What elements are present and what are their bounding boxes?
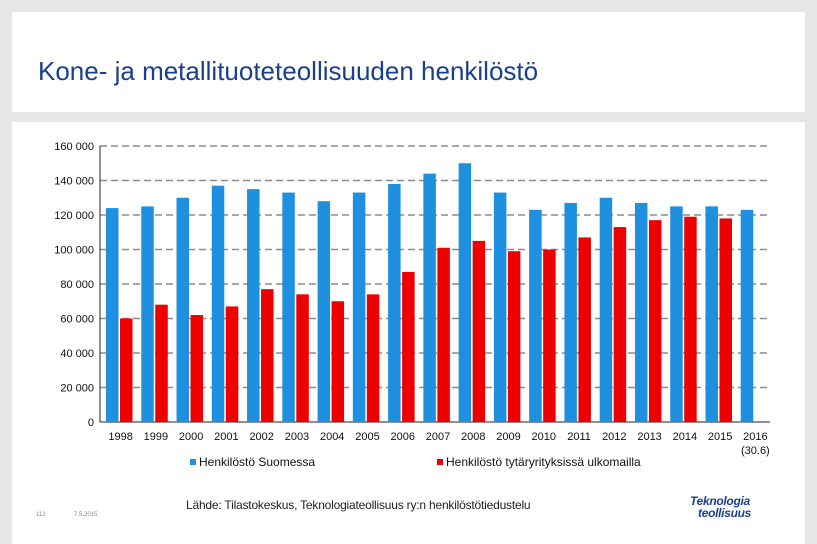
bar-suomessa: [670, 206, 683, 422]
bar-suomessa: [423, 173, 436, 422]
bar-ulkomailla: [190, 315, 204, 422]
page-number: 112: [36, 512, 46, 518]
bar-ulkomailla: [225, 306, 239, 422]
bar-ulkomailla: [507, 251, 521, 422]
bar-suomessa: [176, 197, 190, 422]
x-tick-label: 2003: [285, 431, 309, 443]
x-tick-label: 2010: [532, 431, 556, 443]
bar-suomessa: [493, 192, 507, 422]
x-tick-label: 1999: [144, 431, 168, 443]
bar-ulkomailla: [613, 227, 627, 422]
x-tick-sublabel: (30.6): [741, 445, 770, 457]
y-tick-label: 20 000: [60, 383, 94, 395]
bar-ulkomailla: [543, 249, 556, 422]
bar-suomessa: [211, 185, 225, 422]
y-tick-label: 60 000: [60, 314, 94, 326]
page-title: Kone- ja metallituoteteollisuuden henkil…: [38, 56, 539, 86]
bar-ulkomailla: [719, 218, 732, 422]
x-tick-label: 2013: [637, 431, 661, 443]
logo-line-1: Teknologia: [690, 494, 750, 508]
bar-ulkomailla: [402, 271, 415, 422]
bar-ulkomailla: [120, 318, 133, 422]
bar-ulkomailla: [331, 301, 345, 422]
bar-suomessa: [529, 209, 542, 422]
bar-suomessa: [634, 202, 648, 422]
bar-ulkomailla: [296, 294, 309, 422]
x-tick-label: 2009: [496, 431, 520, 443]
y-tick-label: 40 000: [60, 348, 94, 360]
company-logo: Teknologia teollisuus: [690, 495, 751, 519]
x-tick-label: 2011: [567, 431, 591, 443]
bar-suomessa: [141, 206, 154, 422]
legend-swatch-suomessa: [190, 459, 196, 465]
x-tick-label: 2006: [390, 431, 414, 443]
bar-suomessa: [388, 183, 401, 422]
bar-ulkomailla: [155, 304, 168, 422]
title-panel: Kone- ja metallituoteteollisuuden henkil…: [12, 12, 805, 112]
bar-suomessa: [458, 163, 472, 422]
x-tick-label: 2012: [602, 431, 626, 443]
y-tick-label: 0: [88, 417, 94, 429]
bar-ulkomailla: [578, 237, 591, 422]
source-note: Lähde: Tilastokeskus, Teknologiateollisu…: [186, 498, 531, 512]
legend-label-suomessa: Henkilöstö Suomessa: [199, 455, 315, 469]
bar-ulkomailla: [366, 294, 380, 422]
x-tick-label: 2002: [249, 431, 273, 443]
x-tick-label: 2005: [355, 431, 379, 443]
y-tick-label: 100 000: [54, 245, 94, 257]
x-tick-label: 2015: [708, 431, 732, 443]
x-tick-label: 2016: [743, 431, 767, 443]
bar-ulkomailla: [684, 216, 697, 422]
bar-ulkomailla: [648, 220, 662, 422]
legend-swatch-ulkomailla: [437, 459, 443, 465]
bar-ulkomailla: [437, 247, 450, 422]
bar-suomessa: [282, 192, 295, 422]
bar-suomessa: [317, 201, 331, 422]
bar-suomessa: [352, 192, 366, 422]
x-tick-label: 2001: [214, 431, 238, 443]
x-tick-label: 2004: [320, 431, 344, 443]
bar-ulkomailla: [261, 289, 274, 422]
x-tick-label: 2007: [426, 431, 450, 443]
y-tick-label: 160 000: [54, 141, 94, 153]
bar-suomessa: [599, 197, 613, 422]
bar-suomessa: [247, 189, 260, 422]
y-tick-label: 140 000: [54, 176, 94, 188]
y-tick-label: 80 000: [60, 279, 94, 291]
legend-label-ulkomailla: Henkilöstö tytäryrityksissä ulkomailla: [446, 455, 641, 469]
bar-suomessa: [740, 209, 754, 422]
bar-suomessa: [564, 202, 577, 422]
x-tick-label: 2000: [179, 431, 203, 443]
x-tick-label: 2008: [461, 431, 485, 443]
x-tick-label: 2014: [673, 431, 697, 443]
bar-ulkomailla: [472, 240, 486, 422]
x-tick-label: 1998: [108, 431, 132, 443]
y-tick-label: 120 000: [54, 210, 94, 222]
bar-suomessa: [106, 208, 119, 422]
logo-line-2: teollisuus: [698, 506, 752, 520]
footer-date: 7.5.2015: [74, 512, 98, 518]
bar-suomessa: [705, 206, 718, 422]
